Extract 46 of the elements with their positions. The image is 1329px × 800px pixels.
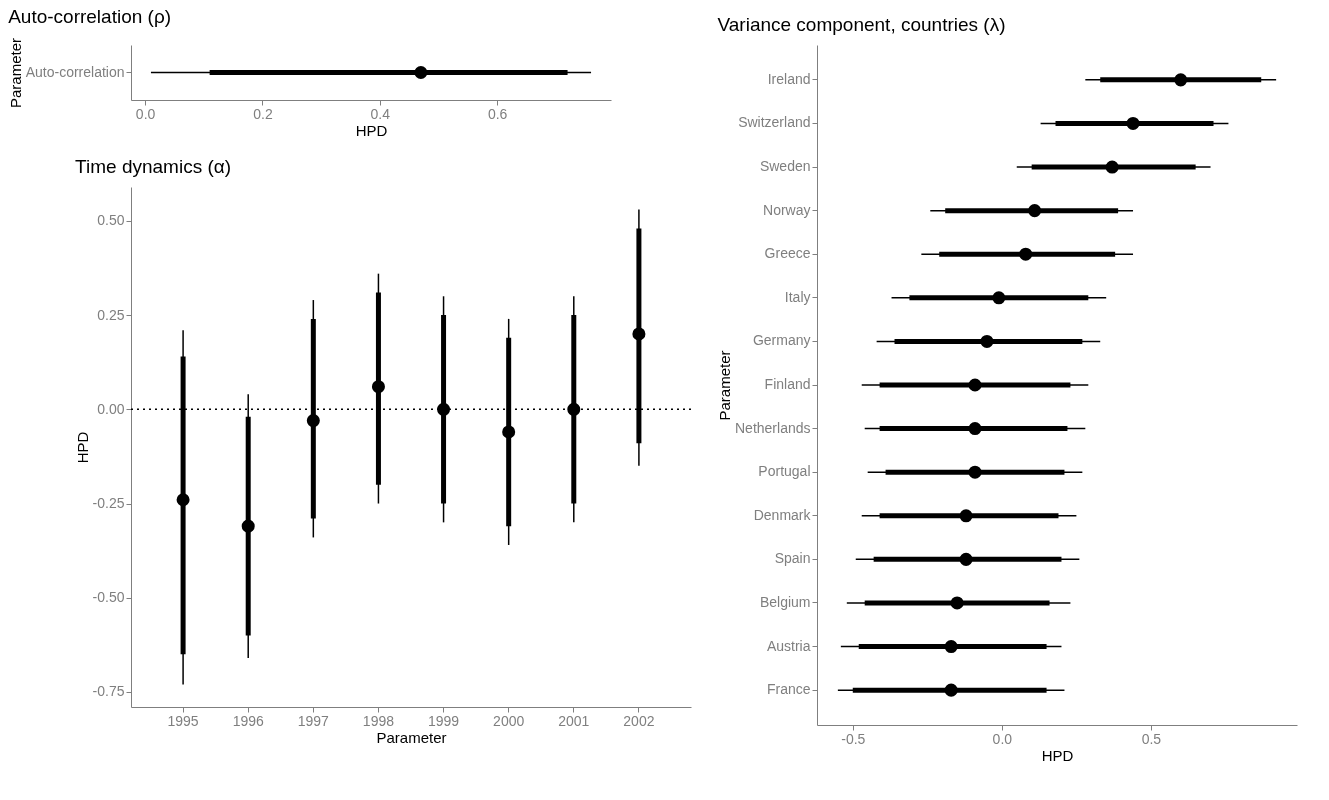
- chart-title: Auto-correlation (ρ): [8, 6, 172, 28]
- y-tick-label: Austria: [766, 637, 811, 654]
- y-tick-label: Italy: [784, 288, 811, 305]
- y-tick-label: Spain: [774, 550, 811, 567]
- x-tick-label: -0.5: [841, 730, 866, 747]
- y-tick-label: Belgium: [759, 593, 811, 610]
- y-tick-label: France: [766, 681, 811, 698]
- y-tick-label: Switzerland: [738, 114, 811, 131]
- x-tick-label: 0.0: [992, 730, 1013, 747]
- x-tick-label: 2002: [623, 712, 655, 729]
- x-tick-label: 0.4: [370, 105, 391, 122]
- chart-title: Time dynamics (α): [75, 156, 232, 177]
- y-axis-title: Parameter: [6, 37, 24, 109]
- y-tick-label: Sweden: [759, 158, 811, 175]
- x-tick-label: 2000: [493, 712, 525, 729]
- y-tick-label: Greece: [764, 245, 811, 262]
- x-tick-label: 1998: [362, 712, 395, 729]
- x-tick-label: 0.6: [487, 105, 508, 122]
- y-tick-label: 0.00: [97, 400, 125, 417]
- y-axis-title: Parameter: [716, 350, 734, 421]
- y-tick-label: Finland: [764, 376, 811, 392]
- x-tick-label: 1997: [297, 712, 330, 729]
- y-tick-label: Norway: [763, 201, 811, 218]
- y-tick-label: 0.25: [97, 306, 125, 323]
- y-tick-label: Denmark: [753, 506, 812, 523]
- x-axis-title: Parameter: [376, 728, 447, 746]
- chart-title: Variance component, countries (λ): [717, 14, 1006, 35]
- x-axis-title: HPD: [355, 121, 388, 139]
- y-tick-label: 0.50: [97, 212, 125, 229]
- x-tick-label: 0.2: [253, 105, 273, 122]
- y-tick-label: Portugal: [758, 463, 811, 480]
- y-tick-label: -0.25: [92, 495, 125, 512]
- y-tick-label: -0.75: [92, 683, 125, 700]
- x-tick-label: 1996: [232, 712, 264, 729]
- x-tick-label: 1999: [427, 712, 460, 729]
- y-tick-label: Netherlands: [735, 419, 811, 436]
- y-tick-label: -0.50: [92, 589, 125, 606]
- y-tick-label: Germany: [752, 332, 811, 349]
- y-tick-label: Ireland: [767, 70, 811, 87]
- x-tick-label: 0.5: [1141, 730, 1162, 747]
- y-tick-label: Auto-correlation: [25, 63, 125, 80]
- x-tick-label: 1995: [167, 712, 199, 729]
- x-axis-title: HPD: [1041, 746, 1074, 764]
- x-tick-label: 2001: [558, 712, 590, 729]
- x-tick-label: 0.0: [135, 105, 156, 122]
- y-axis-title: HPD: [73, 431, 91, 464]
